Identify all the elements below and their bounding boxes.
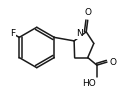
Text: N: N	[76, 29, 82, 38]
Text: F: F	[11, 29, 16, 38]
Text: O: O	[84, 8, 91, 17]
Text: O: O	[110, 58, 116, 67]
Text: HO: HO	[82, 79, 96, 88]
